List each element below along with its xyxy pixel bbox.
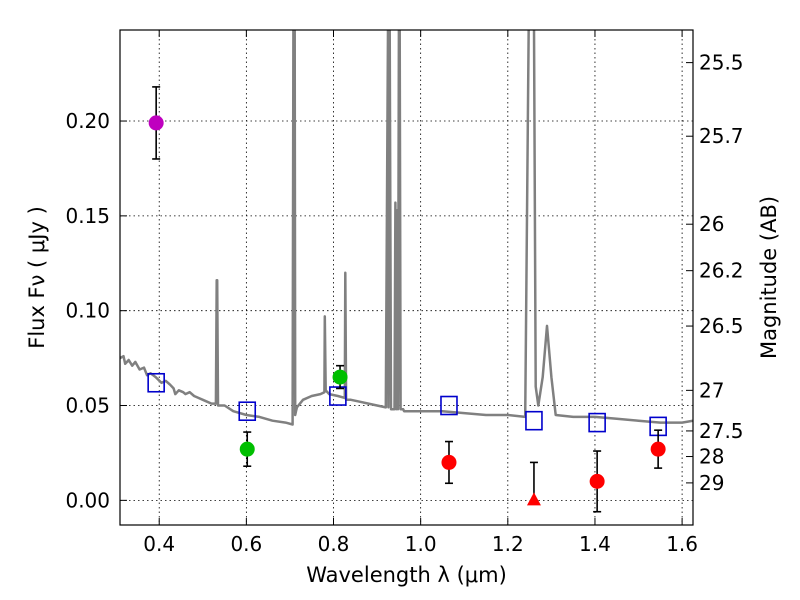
y-tick-label: 0.20 [65,109,110,133]
model-photometry-point [588,412,606,433]
plot-frame [119,29,694,526]
data-point [650,441,666,457]
data-point [148,115,164,131]
model-photometry-point [440,395,458,416]
model-photometry-point [238,401,257,422]
axis-ticks: 0.4 0.6 0.8 1.0 1.2 1.4 1.6 0.00 0.05 0.10 0.15 0.2… [65,30,744,556]
data-point [332,369,348,385]
data-point [239,441,255,457]
x-tick-label: 0.4 [143,532,175,556]
x-axis-label: Wavelength λ (μm) [306,563,507,587]
data-point [589,473,605,489]
right-axis-label: Magnitude (AB) [757,196,781,359]
upper-limit-point [526,492,541,506]
right-axis-tick-label: 26 [699,212,724,236]
plot-series [120,30,693,513]
data-point [441,454,457,470]
y-tick-label: 0.05 [65,394,110,418]
model-photometry-point [329,386,347,406]
right-axis-tick-label: 27.5 [699,419,744,443]
x-tick-label: 1.6 [666,532,698,556]
model-photometry-point [525,410,543,431]
grid [120,30,693,525]
x-tick-label: 0.8 [318,532,350,556]
x-tick-label: 1.0 [405,532,437,556]
model-photometry-point [147,372,165,393]
right-axis-tick-label: 26.2 [699,259,744,283]
spectrum-line [120,30,693,426]
right-axis-tick-label: 29 [699,471,724,495]
right-axis-tick-label: 28 [699,445,724,469]
x-tick-label: 1.4 [579,532,611,556]
x-tick-label: 0.6 [230,532,262,556]
y-tick-label: 0.00 [65,488,110,512]
x-tick-label: 1.2 [492,532,524,556]
right-axis-tick-label: 27 [699,378,724,402]
y-axis-label: Flux Fν ( μJy ) [25,206,49,349]
right-axis-tick-label: 25.7 [699,124,744,148]
plot-area [120,30,693,513]
y-tick-label: 0.10 [65,299,110,323]
y-tick-label: 0.15 [65,204,110,228]
right-axis-tick-label: 25.5 [699,51,744,75]
right-axis-tick-label: 26.5 [699,314,744,338]
